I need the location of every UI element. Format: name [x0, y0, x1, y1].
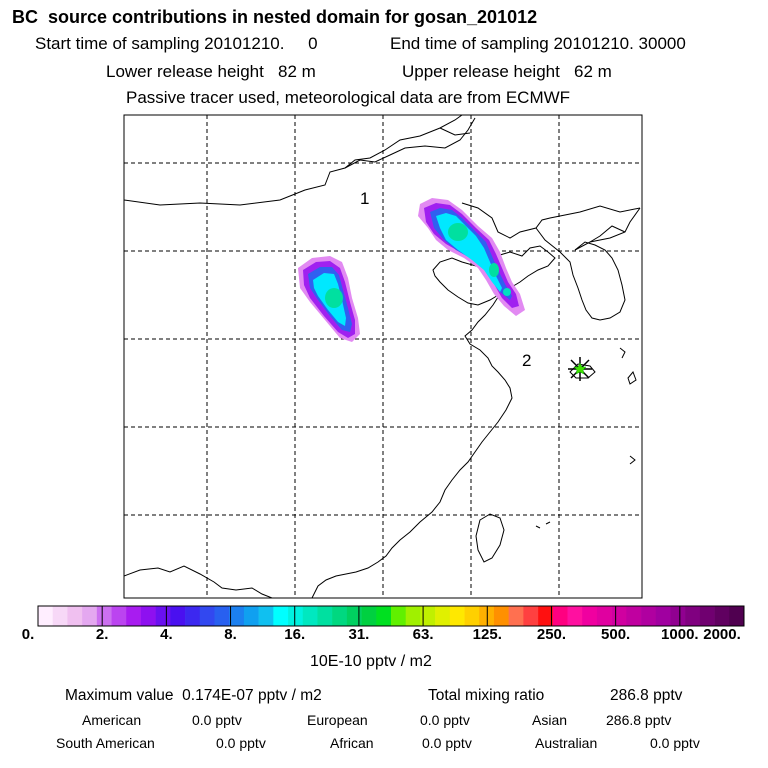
region-value-australian: 0.0 pptv — [650, 735, 700, 751]
colorbar-tick-label: 4. — [160, 626, 173, 643]
colorbar-swatch — [273, 606, 289, 626]
colorbar-frame — [37, 605, 745, 627]
colorbar-tick-label: 31. — [348, 626, 370, 643]
colorbar-swatch — [420, 606, 436, 626]
colorbar-swatch — [567, 606, 583, 626]
colorbar-swatch — [67, 606, 83, 626]
region-value-asian: 286.8 pptv — [606, 712, 672, 728]
colorbar-swatch — [479, 606, 495, 626]
colorbar-swatch — [155, 606, 171, 626]
colorbar-swatch — [699, 606, 715, 626]
colorbar-swatch — [170, 606, 186, 626]
colorbar-swatch — [655, 606, 671, 626]
colorbar-tick-label: 1000. — [661, 626, 699, 643]
start-time-label: Start time of sampling 20101210. 0 — [35, 34, 318, 53]
colorbar-swatch — [493, 606, 509, 626]
region-name-asian: Asian — [532, 712, 568, 728]
colorbar-swatch — [714, 606, 730, 626]
region-name-african: African — [330, 735, 374, 751]
colorbar-swatch — [199, 606, 215, 626]
colorbar-tick-label: 500. — [601, 626, 631, 643]
colorbar-swatch — [376, 606, 392, 626]
colorbar-swatch — [243, 606, 259, 626]
map-gridlines — [124, 115, 642, 598]
colorbar-swatch — [685, 606, 701, 626]
colorbar-swatch — [346, 606, 362, 626]
colorbar-tick-label: 16. — [284, 626, 306, 643]
colorbar-swatch — [52, 606, 68, 626]
colorbar-tick-label: 2000. — [703, 626, 741, 643]
colorbar-swatch — [670, 606, 686, 626]
colorbar-swatch — [38, 606, 54, 626]
colorbar-tick-label: 0. — [21, 626, 35, 643]
colorbar-swatch — [317, 606, 333, 626]
colorbar-swatch — [332, 606, 348, 626]
colorbar-swatch — [626, 606, 642, 626]
colorbar-swatch — [435, 606, 451, 626]
colorbar-swatch — [82, 606, 98, 626]
colorbar-units: 10E-10 pptv / m2 — [310, 653, 432, 670]
colorbar-swatch — [185, 606, 201, 626]
colorbar-swatch — [464, 606, 480, 626]
colorbar-swatch — [361, 606, 377, 626]
colorbar-swatch — [449, 606, 465, 626]
colorbar-swatch — [611, 606, 627, 626]
colorbar-swatch — [288, 606, 304, 626]
region-value-south-american: 0.0 pptv — [216, 735, 266, 751]
colorbar-swatch — [552, 606, 568, 626]
colorbar-swatch — [523, 606, 539, 626]
colorbar-tick-label: 250. — [536, 626, 567, 643]
star-asterisk-icon — [568, 357, 592, 381]
colorbar-swatch — [302, 606, 318, 626]
colorbar-tick-label: 63. — [412, 626, 434, 643]
region-value-american: 0.0 pptv — [192, 712, 242, 728]
colorbar-swatch — [729, 606, 745, 626]
colorbar-swatch — [391, 606, 407, 626]
maximum-value-label: Maximum value 0.174E-07 pptv / m2 — [65, 687, 322, 704]
colorbar-swatch — [111, 606, 127, 626]
upper-release-height-label: Upper release height 62 m — [402, 62, 612, 81]
plot-title: BC source contributions in nested domain… — [12, 7, 538, 27]
colorbar-tick-label: 8. — [224, 626, 237, 643]
colorbar-swatch — [538, 606, 554, 626]
colorbar-tick-label: 125. — [472, 626, 502, 643]
region-name-american: American — [82, 712, 142, 728]
colorbar-tick-label: 2. — [95, 626, 109, 643]
colorbar-swatch — [582, 606, 598, 626]
region-name-south-american: South American — [56, 735, 155, 751]
colorbar-swatch — [140, 606, 156, 626]
region-name-european: European — [307, 712, 368, 728]
region-marker-1: 2 — [522, 351, 531, 370]
region-marker-2: 1 — [360, 189, 369, 208]
colorbar-swatch — [508, 606, 524, 626]
map-content: 1 2 — [124, 115, 642, 598]
colorbar-swatch — [96, 606, 112, 626]
colorbar-swatch — [229, 606, 245, 626]
region-name-australian: Australian — [535, 735, 598, 751]
colorbar-swatch — [214, 606, 230, 626]
data-source-note: Passive tracer used, meteorological data… — [126, 88, 571, 107]
total-mixing-ratio-label: Total mixing ratio — [428, 687, 545, 704]
end-time-label: End time of sampling 20101210. 30000 — [390, 34, 686, 53]
concentration-plumes — [298, 198, 525, 342]
colorbar-swatch — [126, 606, 142, 626]
colorbar-swatch — [405, 606, 421, 626]
region-value-african: 0.0 pptv — [422, 735, 472, 751]
lower-release-height-label: Lower release height 82 m — [106, 62, 316, 81]
total-mixing-ratio-value: 286.8 pptv — [610, 687, 683, 704]
colorbar-swatch — [258, 606, 274, 626]
region-value-european: 0.0 pptv — [420, 712, 470, 728]
colorbar-swatch — [596, 606, 612, 626]
colorbar-swatch — [641, 606, 657, 626]
